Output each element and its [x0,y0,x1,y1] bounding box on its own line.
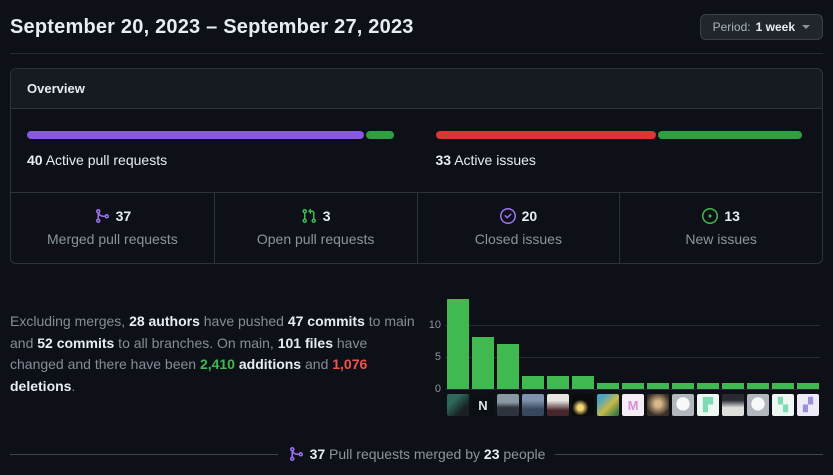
contributor-avatar[interactable]: ▞ [797,394,819,416]
closed-issues-count: 20 [521,208,538,224]
active-pull-requests-text: Active pull requests [45,152,168,168]
issue-closed-icon [499,208,516,224]
overview-card: Overview 40 Active pull requests 33 Acti… [10,68,823,264]
pulse-page: September 20, 2023 – September 27, 2023 … [10,0,823,462]
contributor-avatar[interactable] [497,394,519,416]
activity-summary-text: Excluding merges, 28 authors have pushed… [10,313,415,394]
gridline-5: 5 [435,351,820,363]
active-pull-requests-label: 40 Active pull requests [27,152,394,168]
bar-chart-plot: 0 5 10 [429,292,823,395]
pull-requests-meter [27,131,394,139]
commit-bar [797,382,819,389]
open-pull-requests-count: 3 [322,208,331,224]
contributor-avatar[interactable] [722,394,744,416]
git-merge-icon [94,208,110,224]
commit-bar [547,376,569,389]
git-pull-request-icon [301,208,317,224]
overview-card-header: Overview [11,69,822,109]
meter-segment-merged [27,131,365,139]
active-issues-text: Active issues [454,152,536,168]
contributor-avatar[interactable] [522,394,544,416]
commit-bar [747,382,769,389]
meter-segment-closed [435,131,657,139]
contributor-avatar[interactable] [597,394,619,416]
issue-opened-icon [702,208,719,224]
activity-meters: 40 Active pull requests 33 Active issues [11,109,822,193]
stat-closed-issues[interactable]: 20 Closed issues [416,193,620,263]
new-issues-label: New issues [685,231,757,247]
merged-by-divider: 37 Pull requests merged by 23 people [10,446,823,462]
contributor-avatar[interactable]: M [622,394,644,416]
commit-bar [447,298,469,389]
active-pull-requests-block: 40 Active pull requests [27,131,394,168]
bars-group [447,298,819,389]
closed-issues-label: Closed issues [474,231,562,247]
commit-bar [522,376,544,389]
merged-pull-requests-count: 37 [115,208,132,224]
contributor-avatar[interactable] [447,394,469,416]
gridline-0: 0 [435,383,820,395]
page-header: September 20, 2023 – September 27, 2023 … [10,0,823,54]
y-tick-label: 5 [434,350,441,363]
contributor-avatar[interactable] [747,394,769,416]
stat-open-pull-requests[interactable]: 3 Open pull requests [213,193,417,263]
commit-bar [672,382,694,389]
merged-pull-requests-label: Merged pull requests [47,231,178,247]
contributor-avatar[interactable] [547,394,569,416]
git-merge-icon [288,446,304,462]
active-issues-count: 33 [435,152,452,168]
merged-by-text: 37 Pull requests merged by 23 people [309,446,546,462]
overview-stats: 37 Merged pull requests 3 Open pull requ… [11,193,822,263]
y-tick-label: 0 [434,383,441,395]
stat-new-issues[interactable]: 13 New issues [619,193,822,263]
commit-bar [722,382,744,389]
commit-bar [597,382,619,389]
meter-segment-new [658,131,802,139]
commits-per-author-chart: 0 5 10 N M ▛ ▚ ▞ [423,292,823,416]
commit-bar [772,382,794,389]
chevron-down-icon [802,25,810,29]
page-title: September 20, 2023 – September 27, 2023 [10,15,414,38]
period-dropdown-button[interactable]: Period: 1 week [699,14,823,40]
meter-segment-open [366,131,394,139]
gridline-10: 10 [429,319,820,331]
active-issues-label: 33 Active issues [436,152,803,168]
commit-bar [572,376,594,389]
commit-bar [497,343,519,389]
contributor-avatar[interactable] [672,394,694,416]
open-pull-requests-label: Open pull requests [256,231,375,247]
overview-heading: Overview [27,81,85,96]
contributor-avatar[interactable]: N [472,394,494,416]
author-avatars-row: N M ▛ ▚ ▞ [447,394,823,416]
main-content: Excluding merges, 28 authors have pushed… [10,292,823,416]
contributor-avatar[interactable]: ▛ [697,394,719,416]
commit-bar [697,382,719,389]
active-pull-requests-count: 40 [27,152,43,168]
stat-merged-pull-requests[interactable]: 37 Merged pull requests [11,193,214,263]
commit-bar [647,382,669,389]
period-value-label: 1 week [755,20,795,34]
divider-line-left [10,453,278,455]
period-prefix-label: Period: [712,20,751,34]
contributor-avatar[interactable] [572,394,594,416]
commit-bar [472,337,494,389]
pull-requests-merged-summary: 37 Pull requests merged by 23 people [286,446,548,462]
new-issues-count: 13 [724,208,740,224]
commit-bar [622,382,644,389]
contributor-avatar[interactable] [647,394,669,416]
contributor-avatar[interactable]: ▚ [772,394,794,416]
issues-meter [435,131,802,139]
active-issues-block: 33 Active issues [435,131,803,168]
y-tick-label: 10 [428,318,441,331]
divider-line-right [555,453,823,455]
